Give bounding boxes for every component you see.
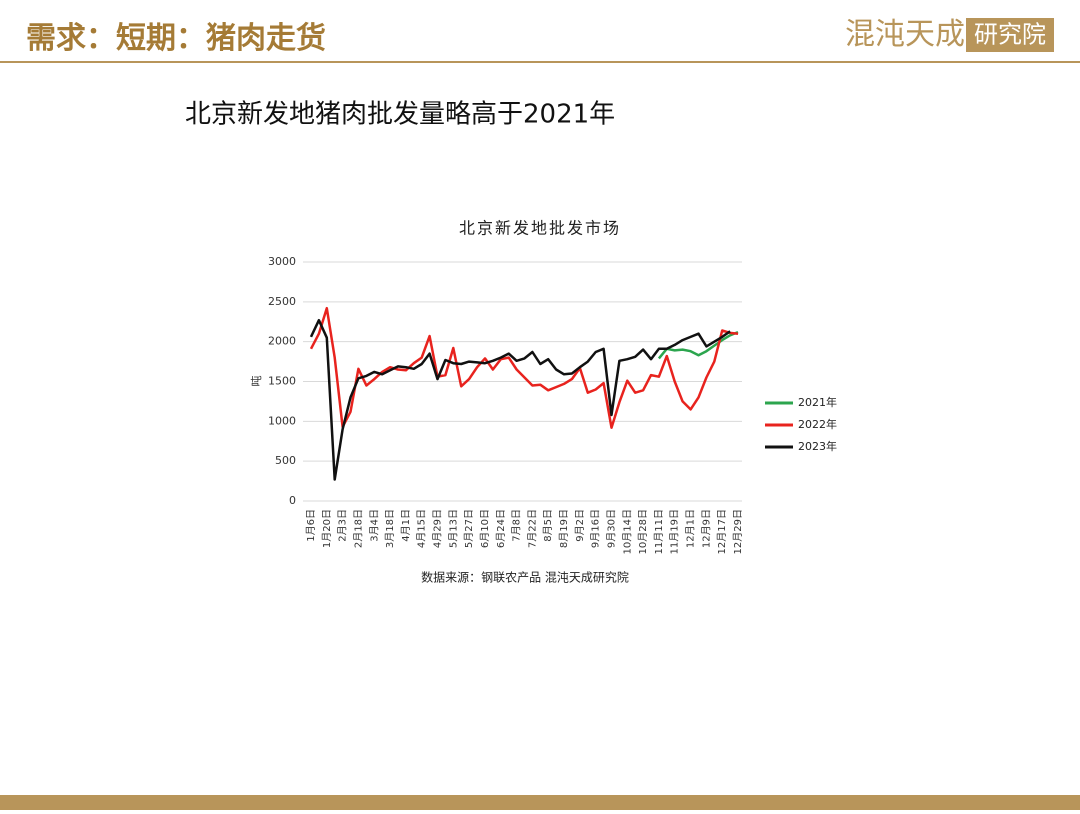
x-tick-label: 5月27日: [463, 509, 475, 548]
y-tick-label: 0: [289, 494, 296, 507]
series-line: [657, 330, 739, 360]
x-tick-label: 12月17日: [716, 509, 728, 554]
x-tick-label: 12月29日: [732, 509, 744, 554]
y-tick-label: 2500: [268, 295, 296, 308]
headline: 北京新发地猪肉批发量略高于2021年: [185, 100, 615, 130]
x-tick-label: 6月24日: [495, 509, 507, 548]
y-tick-label: 1500: [268, 375, 296, 388]
x-tick-label: 8月19日: [558, 509, 570, 548]
legend-label: 2021年: [798, 395, 837, 409]
legend-label: 2023年: [798, 439, 837, 453]
x-tick-label: 6月10日: [479, 509, 491, 548]
x-tick-label: 11月19日: [669, 509, 681, 554]
x-tick-label: 8月5日: [542, 509, 554, 542]
logo-box: [966, 18, 1054, 52]
x-tick-label: 3月4日: [368, 509, 380, 542]
chart-title: 北京新发地批发市场: [459, 219, 621, 238]
x-tick-label: 3月18日: [384, 509, 396, 548]
x-tick-label: 11月11日: [653, 509, 665, 554]
x-tick-label: 12月9日: [700, 509, 712, 548]
x-tick-label: 10月28日: [637, 509, 649, 554]
logo-box-text: 研究院: [974, 21, 1046, 49]
y-tick-label: 500: [275, 454, 296, 467]
x-tick-label: 9月30日: [605, 509, 617, 548]
series-line: [309, 306, 739, 429]
logo-main: 混沌天成: [845, 17, 965, 52]
x-tick-label: 10月14日: [621, 509, 633, 554]
source-note: 数据来源：钢联农产品 混沌天成研究院: [421, 570, 629, 585]
y-axis-label: 吨: [250, 376, 263, 387]
x-tick-label: 1月6日: [305, 509, 317, 542]
x-tick-label: 5月13日: [447, 509, 459, 548]
x-tick-label: 1月20日: [321, 509, 333, 548]
y-tick-label: 2000: [268, 335, 296, 348]
y-tick-label: 1000: [268, 414, 296, 427]
x-tick-label: 4月15日: [416, 509, 428, 548]
x-tick-label: 12月1日: [685, 509, 697, 548]
x-tick-label: 2月18日: [352, 509, 364, 548]
x-tick-label: 9月2日: [574, 509, 586, 542]
footer-bar: [0, 795, 1080, 810]
x-tick-label: 2月3日: [337, 509, 349, 542]
x-tick-label: 9月16日: [590, 509, 602, 548]
x-tick-label: 4月1日: [400, 509, 412, 542]
x-tick-label: 7月8日: [511, 509, 523, 542]
legend-label: 2022年: [798, 417, 837, 431]
x-tick-label: 4月29日: [432, 509, 444, 548]
series-line: [309, 318, 731, 481]
x-tick-label: 7月22日: [526, 509, 538, 548]
slide-title: 需求：短期：猪肉走货: [26, 21, 326, 56]
y-tick-label: 3000: [268, 255, 296, 268]
